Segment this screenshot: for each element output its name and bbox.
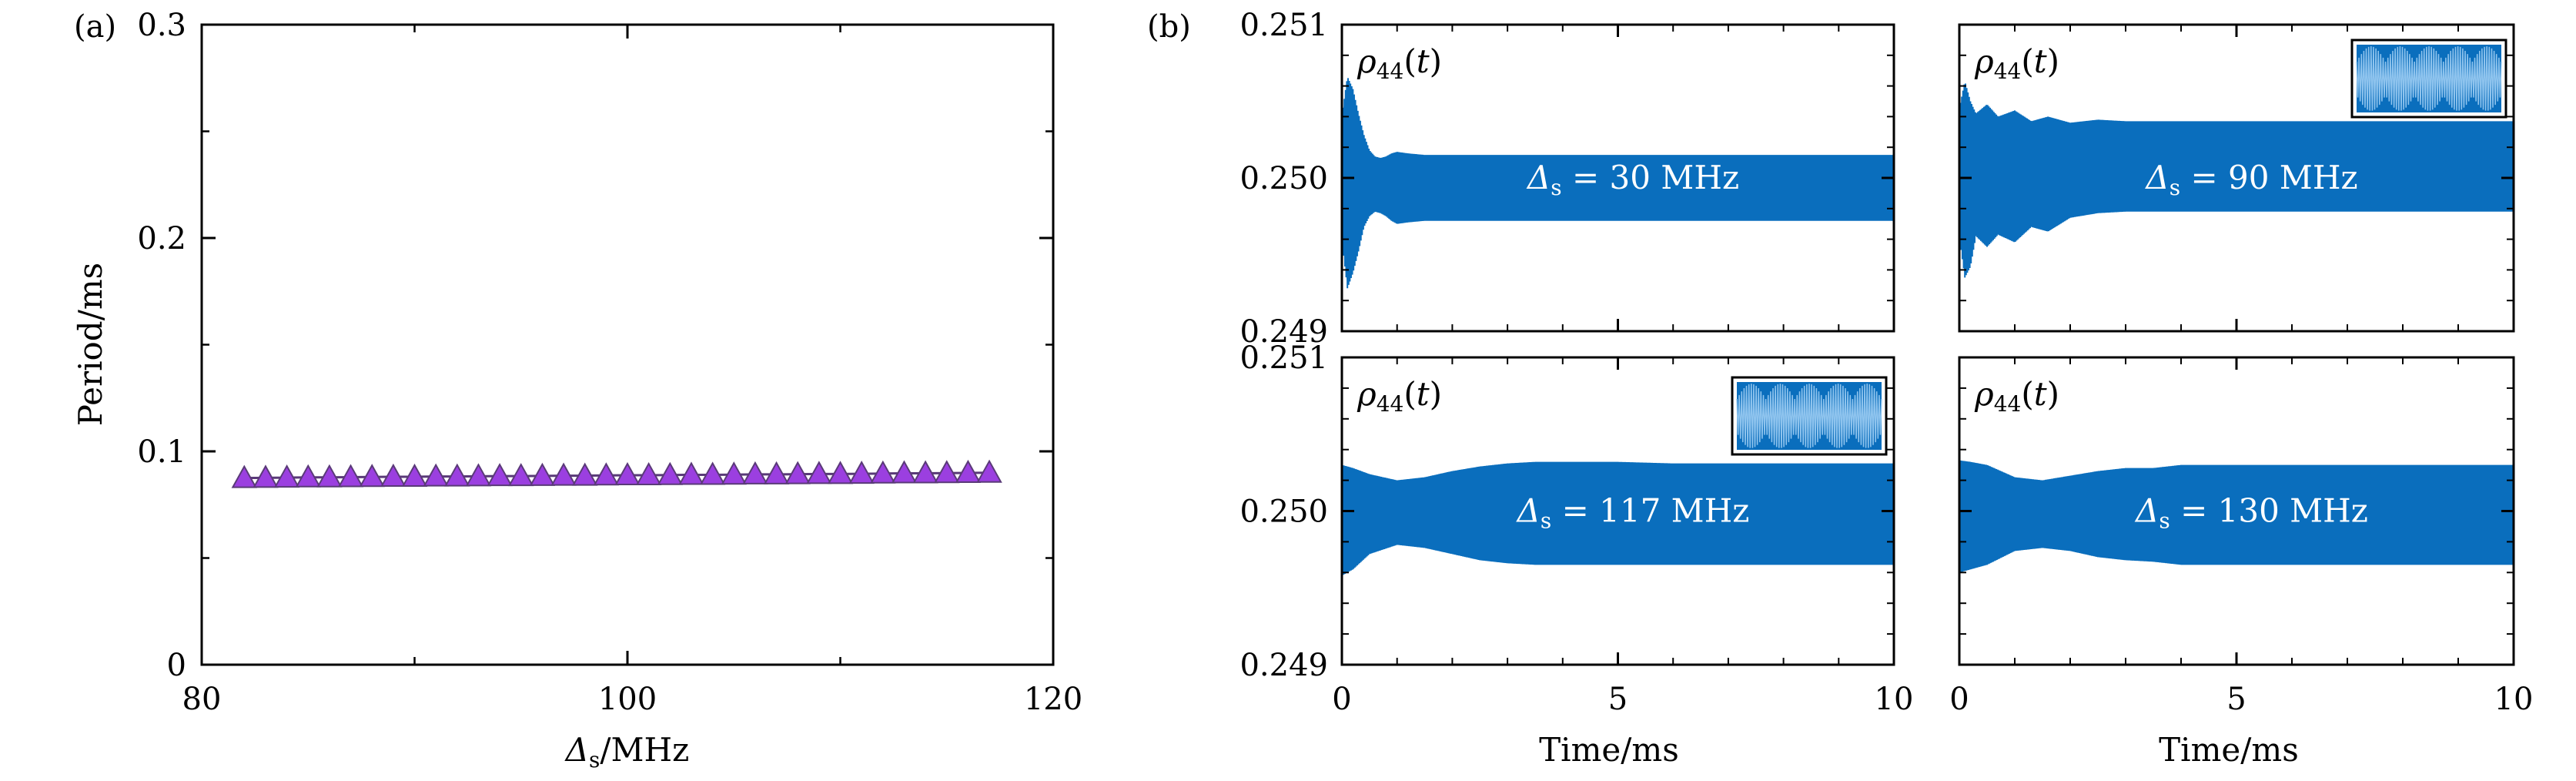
panel-b: ρ44(t) Δs = 30 MHz ρ44(t) Δs = 90 MHz ρ44(… [1239,8,2533,769]
x-tick-label: 10 [1875,682,1914,717]
data-point [508,463,534,487]
panel-a-ticks: 80 100 120 0 0.1 0.2 0.3 [137,8,1082,717]
y-tick-label: 0.3 [137,8,186,43]
data-point [763,461,790,484]
data-point [742,461,768,484]
x-tick-label: 5 [1608,682,1628,717]
detuning-annotation: Δs = 130 MHz [2134,492,2368,534]
detuning-annotation: Δs = 117 MHz [1516,492,1750,534]
data-point [721,461,747,485]
y-tick-label: 0.1 [137,434,186,470]
data-point [550,462,577,486]
data-point [657,461,683,485]
x-tick-label: 0 [1949,682,1969,717]
panel-a-label: (a) [74,9,116,45]
data-point [912,460,938,484]
y-tick-label: 0.2 [137,221,186,256]
panel-a-xlabel: Δs/MHz [564,731,690,773]
detuning-annotation: Δs = 30 MHz [1526,159,1739,200]
subplot-90mhz: ρ44(t) Δs = 90 MHz [1958,23,2515,333]
rho44-label: ρ44(t) [1357,375,1442,417]
data-point [785,461,811,484]
data-point [934,460,960,484]
data-point [423,463,449,487]
data-point [529,462,556,486]
data-point [891,460,918,484]
inset-plot [2350,39,2507,119]
panel-b-xlabel-right: Time/ms [2159,731,2299,769]
subplot-117mhz: ρ44(t) Δs = 117 MHz [1340,356,1895,666]
signal-trace [1959,460,2514,573]
x-tick-label: 80 [182,682,222,717]
x-tick-label: 10 [2494,682,2534,717]
data-point [316,464,343,488]
signal-band [1959,463,2514,570]
data-point [678,461,704,485]
subplot-130mhz: ρ44(t) Δs = 130 MHz [1958,356,2515,666]
panel-a-series [231,459,1002,488]
data-point [487,463,513,487]
inset-plot [1731,376,1888,456]
data-point [444,463,470,487]
signal-band [1342,79,1894,286]
rho44-label: ρ44(t) [1974,42,2059,84]
panel-b-xticks: 0 5 10 0 5 10 [1332,682,2533,717]
data-point [955,459,982,483]
data-point [231,464,257,488]
x-tick-label: 5 [2226,682,2246,717]
data-point [699,461,726,485]
data-point [848,461,875,484]
data-point [806,461,832,484]
data-point [614,461,641,486]
x-tick-label: 100 [598,682,657,717]
data-point [465,463,492,487]
data-point [401,463,428,487]
y-tick-label: 0 [167,648,186,683]
rho44-label: ρ44(t) [1357,42,1442,84]
data-point [295,464,321,488]
data-point [827,461,854,484]
data-point [253,464,279,488]
panel-b-xlabel-left: Time/ms [1539,731,1679,769]
rho44-label: ρ44(t) [1974,375,2059,417]
y-tick-label: 0.249 [1239,314,1328,350]
x-tick-label: 120 [1024,682,1082,717]
panel-a-frame [200,23,1055,666]
x-tick-label: 0 [1332,682,1351,717]
signal-trace [1959,83,2514,278]
panel-b-label: (b) [1147,9,1191,45]
y-tick-label: 0.249 [1239,648,1328,683]
subplot-30mhz: ρ44(t) Δs = 30 MHz [1340,23,1895,333]
data-point [593,462,620,486]
y-tick-label: 0.250 [1239,161,1328,196]
signal-trace [1341,461,1895,575]
inset-trace [2356,46,2502,111]
panel-a: 80 100 120 0 0.1 0.2 0.3 Δs/MHz Period/ms [72,8,1082,773]
data-point [380,463,406,487]
y-tick-label: 0.250 [1239,494,1328,530]
data-point [572,462,598,486]
data-point [976,459,1002,483]
inset-trace [1736,384,1882,448]
signal-band [1959,84,2514,275]
panel-a-ylabel: Period/ms [72,263,109,426]
data-point [870,460,896,484]
data-point [635,461,662,486]
data-point [273,464,300,488]
y-tick-label: 0.251 [1239,340,1328,376]
y-tick-label: 0.251 [1239,8,1328,43]
data-point [359,464,385,488]
data-point [337,464,364,488]
signal-band [1342,464,1894,573]
signal-trace [1341,78,1895,289]
detuning-annotation: Δs = 90 MHz [2144,159,2357,200]
